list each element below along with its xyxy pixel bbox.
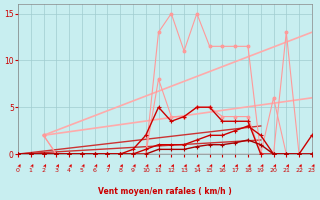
X-axis label: Vent moyen/en rafales ( km/h ): Vent moyen/en rafales ( km/h ) — [98, 187, 232, 196]
